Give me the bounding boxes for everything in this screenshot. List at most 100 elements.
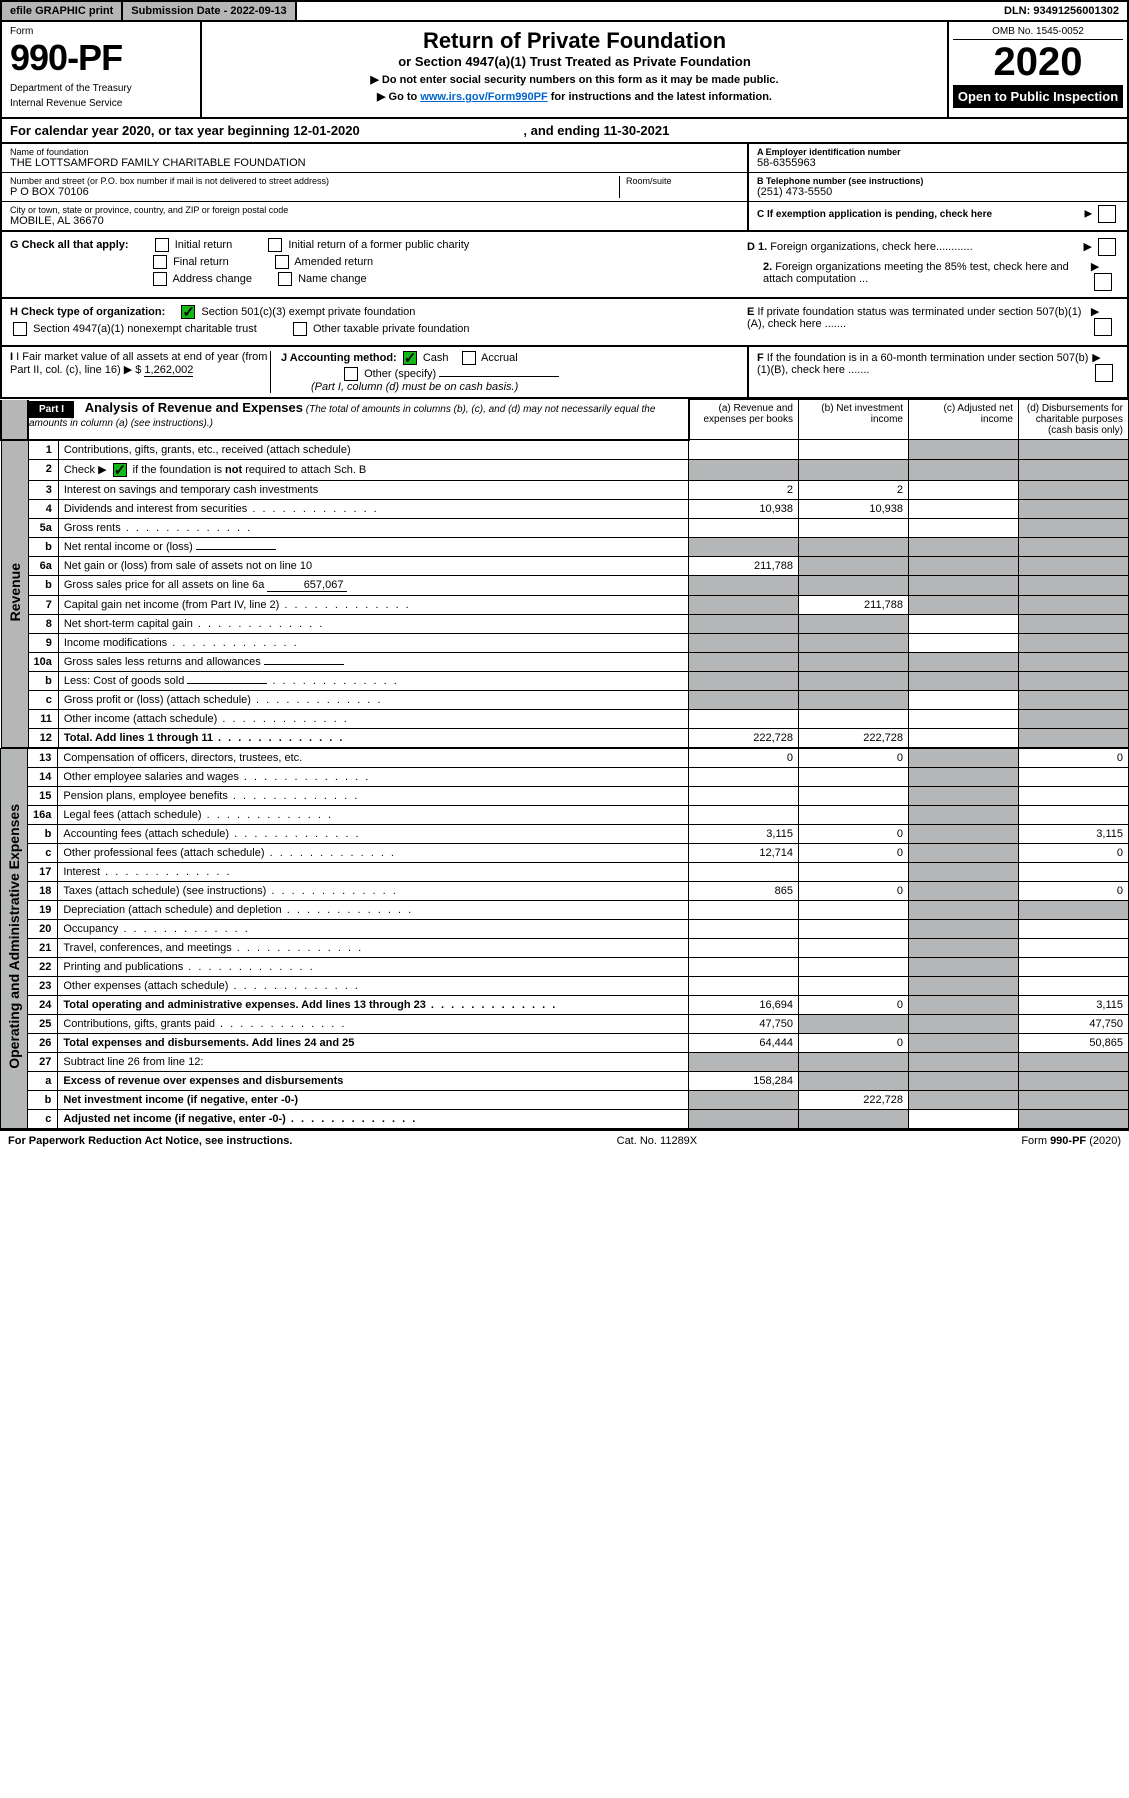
line-desc: Other professional fees (attach schedule… [58,843,689,862]
efile-print-button[interactable]: efile GRAPHIC print [2,2,123,20]
j-note: (Part I, column (d) must be on cash basi… [311,381,739,393]
line-desc: Income modifications [58,633,688,652]
cell-value: 865 [689,881,799,900]
line-num: 19 [28,900,58,919]
chk-schb[interactable] [113,463,127,477]
line-num: 3 [28,480,58,499]
table-row: cAdjusted net income (if negative, enter… [1,1109,1129,1128]
cell-shaded [799,690,909,709]
cell-value [909,499,1019,518]
cell-shaded [1019,1071,1129,1090]
table-row: 21Travel, conferences, and meetings [1,938,1129,957]
side-label: Operating and Administrative Expenses [1,748,28,1128]
table-row: 23Other expenses (attach schedule) [1,976,1129,995]
chk-other-taxable[interactable] [293,322,307,336]
ijf-row: I I Fair market value of all assets at e… [0,347,1129,399]
cell-value: 0 [799,748,909,767]
cell-value: 2 [799,480,909,499]
line-num: a [28,1071,58,1090]
cell-value: 211,788 [689,556,799,575]
table-row: 26Total expenses and disbursements. Add … [1,1033,1129,1052]
phone-cell: B Telephone number (see instructions) (2… [749,173,1127,202]
table-row: 25Contributions, gifts, grants paid47,75… [1,1014,1129,1033]
table-row: 11Other income (attach schedule) [1,709,1129,728]
cell-shaded [909,786,1019,805]
line-desc: Check ▶ if the foundation is not require… [58,459,688,480]
table-row: bAccounting fees (attach schedule)3,1150… [1,824,1129,843]
line-num: 1 [28,440,58,460]
lbl-other-taxable: Other taxable private foundation [313,323,470,335]
cal-begin: 12-01-2020 [293,123,360,138]
chk-name-change[interactable] [278,272,292,286]
line-desc: Compensation of officers, directors, tru… [58,748,689,767]
table-row: 10aGross sales less returns and allowanc… [1,652,1129,671]
c-checkbox[interactable] [1098,205,1116,223]
line-num: 13 [28,748,58,767]
line-num: 5a [28,518,58,537]
col-d-header: (d) Disbursements for charitable purpose… [1019,400,1129,440]
part1-label: Part I [29,401,74,418]
cell-shaded [689,614,799,633]
cell-shaded [799,652,909,671]
cell-shaded [689,1052,799,1071]
line-desc: Travel, conferences, and meetings [58,938,689,957]
part1-title: Analysis of Revenue and Expenses [85,400,303,415]
chk-501c3[interactable] [181,305,195,319]
cell-shaded [1019,459,1129,480]
cell-shaded [1019,480,1129,499]
ein-label: A Employer identification number [757,147,901,157]
cell-shaded [909,767,1019,786]
calendar-year-row: For calendar year 2020, or tax year begi… [0,119,1129,144]
cell-value [1019,805,1129,824]
irs-link[interactable]: www.irs.gov/Form990PF [420,91,547,103]
line-num: 9 [28,633,58,652]
cell-value: 0 [799,995,909,1014]
foundation-name-cell: Name of foundation THE LOTTSAMFORD FAMIL… [2,144,747,173]
line-desc: Legal fees (attach schedule) [58,805,689,824]
f-checkbox[interactable] [1095,364,1113,382]
table-row: 27Subtract line 26 from line 12: [1,1052,1129,1071]
cell-value: 64,444 [689,1033,799,1052]
chk-addr-change[interactable] [153,272,167,286]
cell-value [909,480,1019,499]
h-checks: H Check type of organization: Section 50… [10,305,739,339]
chk-amended[interactable] [275,255,289,269]
chk-cash[interactable] [403,351,417,365]
cell-shaded [1019,440,1129,460]
chk-4947[interactable] [13,322,27,336]
cell-value [909,518,1019,537]
cell-shaded [1019,499,1129,518]
cell-value [799,440,909,460]
cell-shaded [909,957,1019,976]
cell-shaded [909,595,1019,614]
c-label: C If exemption application is pending, c… [757,209,992,220]
table-row: 20Occupancy [1,919,1129,938]
line-desc: Gross profit or (loss) (attach schedule) [58,690,688,709]
cell-shaded [909,1033,1019,1052]
line-desc: Net short-term capital gain [58,614,688,633]
d-checks: D 1. D 1. Foreign organizations, check h… [739,238,1119,291]
line-num: 18 [28,881,58,900]
d1-checkbox[interactable] [1098,238,1116,256]
e-checkbox[interactable] [1094,318,1112,336]
line-num: b [28,824,58,843]
chk-initial[interactable] [155,238,169,252]
chk-final[interactable] [153,255,167,269]
phone-label: B Telephone number (see instructions) [757,176,923,186]
footer-center: Cat. No. 11289X [617,1135,698,1147]
form-number: 990-PF [10,37,192,79]
table-row: 18Taxes (attach schedule) (see instructi… [1,881,1129,900]
chk-initial-former[interactable] [268,238,282,252]
line-num: c [28,843,58,862]
chk-other-method[interactable] [344,367,358,381]
i-label: I Fair market value of all assets at end… [10,351,267,376]
cell-value [1019,957,1129,976]
cell-value [799,957,909,976]
d2-checkbox[interactable] [1094,273,1112,291]
cell-value: 47,750 [689,1014,799,1033]
cell-value: 0 [799,843,909,862]
cell-shaded [909,919,1019,938]
check-section-he: H Check type of organization: Section 50… [0,299,1129,347]
lbl-initial-former: Initial return of a former public charit… [288,239,469,251]
chk-accrual[interactable] [462,351,476,365]
